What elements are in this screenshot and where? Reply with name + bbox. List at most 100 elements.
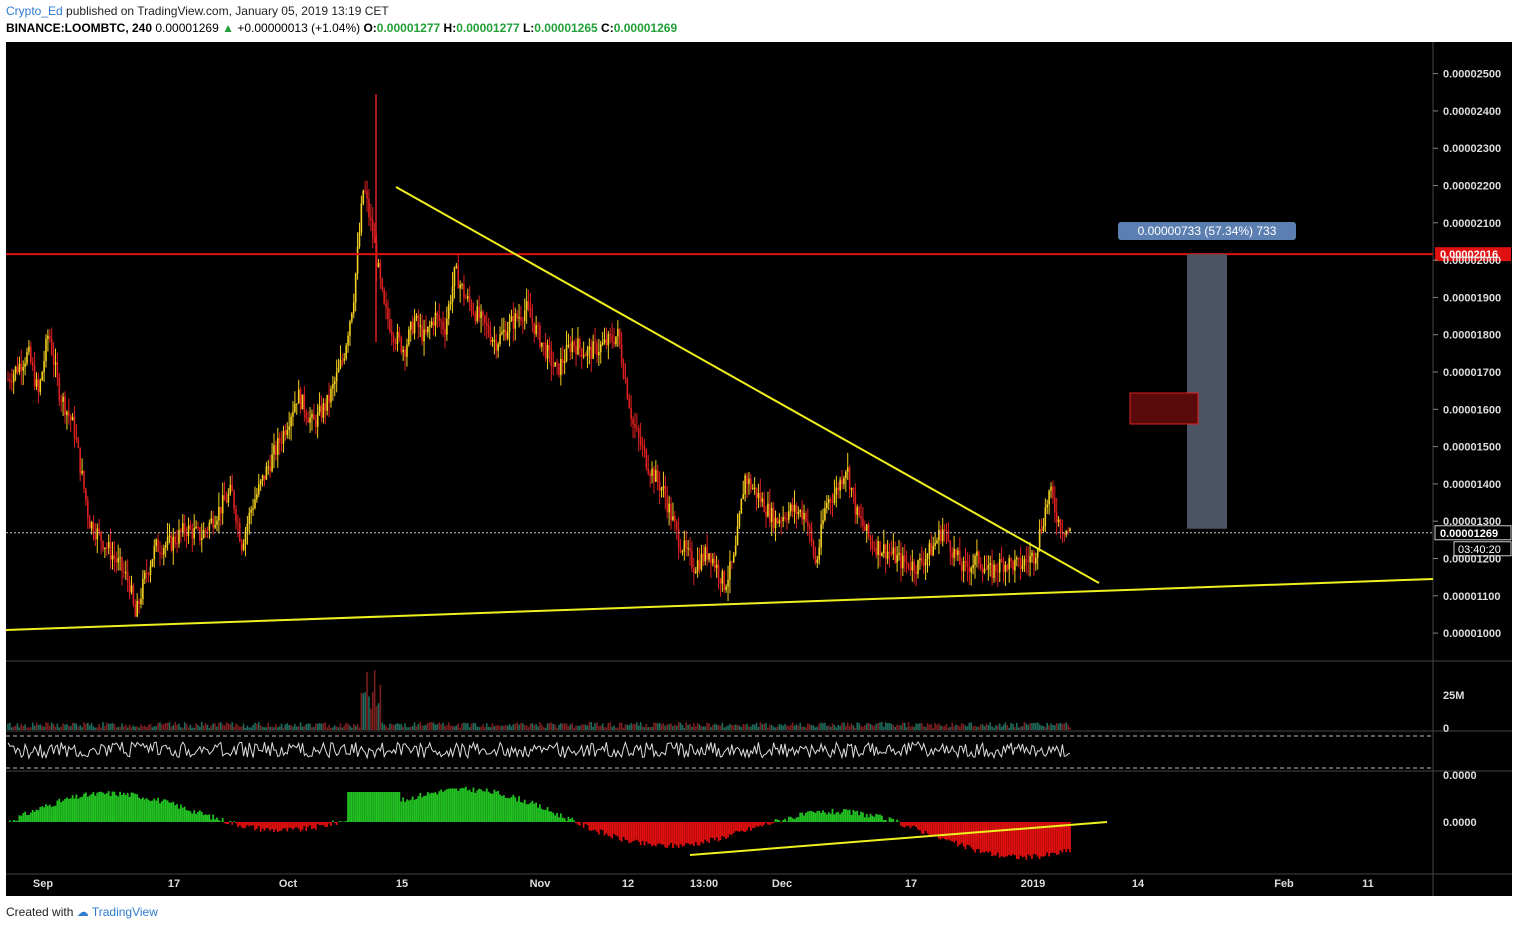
volume-bar xyxy=(250,727,252,730)
volume-bar xyxy=(113,723,116,730)
volume-bar xyxy=(1025,723,1028,730)
candle-body xyxy=(774,518,777,529)
oscillator-bar xyxy=(920,822,923,834)
candle-body xyxy=(322,403,325,418)
volume-bar xyxy=(411,725,414,730)
volume-bar xyxy=(402,726,404,730)
candle-body xyxy=(596,342,598,356)
candle-body xyxy=(497,343,499,351)
oscillator-bar xyxy=(121,794,123,822)
oscillator-bar xyxy=(546,807,549,822)
oscillator-bar xyxy=(476,790,479,822)
oscillator-bar xyxy=(134,793,137,822)
candle-body xyxy=(465,297,467,299)
oscillator-bar xyxy=(39,807,42,822)
oscillator-bar xyxy=(497,790,500,822)
candle-body xyxy=(921,558,923,563)
author-link[interactable]: Crypto_Ed xyxy=(6,4,63,18)
volume-bar xyxy=(446,725,448,730)
volume-bar xyxy=(816,726,819,730)
volume-bar xyxy=(645,723,648,730)
volume-bar xyxy=(191,727,194,730)
volume-bar xyxy=(822,723,824,730)
candle-body xyxy=(58,377,61,401)
candle-body xyxy=(987,564,990,570)
oscillator-bar xyxy=(556,812,558,822)
oscillator-bar xyxy=(577,822,579,825)
volume-bar xyxy=(932,727,935,730)
price-axis[interactable]: 0.000025000.000024000.000023000.00002200… xyxy=(1433,69,1501,829)
oscillator-bar xyxy=(240,822,243,828)
oscillator-bar xyxy=(62,800,64,822)
oscillator-bar xyxy=(668,822,671,846)
candle-body xyxy=(299,389,302,410)
oscillator-bar xyxy=(763,822,766,825)
candle-body xyxy=(130,585,133,593)
volume-bar xyxy=(349,725,351,730)
candle-body xyxy=(506,332,509,339)
oscillator-bar xyxy=(989,822,992,852)
oscillator-bar xyxy=(554,815,557,822)
oscillator-bar xyxy=(653,822,655,846)
candle-body xyxy=(962,561,965,572)
candle-body xyxy=(869,536,872,542)
candle-body xyxy=(223,495,226,501)
candle-body xyxy=(132,585,135,605)
candle-body xyxy=(1010,558,1012,562)
candle-body xyxy=(981,567,984,573)
time-tick-label: 17 xyxy=(168,878,180,890)
oscillator-bar xyxy=(818,810,821,822)
oscillator-bar xyxy=(162,799,165,822)
volume-bar xyxy=(959,726,961,730)
volume-bar xyxy=(31,722,34,730)
volume-bar xyxy=(187,727,190,730)
oscillator-bar xyxy=(18,815,21,822)
candle-body xyxy=(636,427,638,429)
volume-bar xyxy=(508,724,511,730)
oscillator-bar xyxy=(286,822,289,832)
volume-bar xyxy=(504,724,507,730)
volume-bar xyxy=(770,725,773,730)
volume-bar xyxy=(535,724,537,730)
oscillator-bar xyxy=(721,822,724,837)
candle-body xyxy=(1069,528,1071,532)
candle-body xyxy=(867,524,870,537)
oscillator-bar xyxy=(449,788,452,822)
chart-area[interactable]: 0.00002016 0.00001269 03:40:20 0.00000733 (… xyxy=(6,42,1512,896)
volume-bar xyxy=(174,722,176,730)
volume-bar xyxy=(449,725,452,730)
candle-body xyxy=(974,555,976,565)
time-axis[interactable]: Sep 17 Oct 15 Nov 12 13:00 Dec 17 2019 14 Feb 11 xyxy=(33,878,1374,890)
candle-body xyxy=(544,342,547,359)
volume-bar xyxy=(626,724,629,730)
candle-body xyxy=(1055,512,1058,523)
volume-bar xyxy=(732,725,735,730)
volume-bar xyxy=(14,725,17,730)
tradingview-brand[interactable]: TradingView xyxy=(91,905,158,919)
oscillator-bar xyxy=(812,811,815,822)
volume-bar xyxy=(423,725,425,730)
volume-bar xyxy=(143,725,146,730)
volume-bar xyxy=(1017,727,1020,730)
candle-body xyxy=(495,339,498,351)
candle-body xyxy=(294,403,296,412)
oscillator-bar xyxy=(176,804,178,822)
volume-bar xyxy=(541,724,543,730)
candle-body xyxy=(734,545,737,555)
volume-bar xyxy=(223,725,226,730)
candle-body xyxy=(518,317,520,319)
volume-bar xyxy=(280,723,283,730)
oscillator-bar xyxy=(588,822,591,831)
oscillator-bar xyxy=(596,822,598,832)
volume-bar xyxy=(974,725,976,730)
volume-bar xyxy=(1052,724,1054,730)
volume-bar xyxy=(841,722,843,730)
volume-bar xyxy=(94,727,97,730)
volume-bar xyxy=(381,722,384,730)
oscillator-bar xyxy=(147,799,150,822)
price-tick-label: 0.00002400 xyxy=(1443,106,1501,118)
volume-bar xyxy=(854,727,857,730)
candle-body xyxy=(791,504,794,512)
oscillator-bar xyxy=(537,807,539,822)
